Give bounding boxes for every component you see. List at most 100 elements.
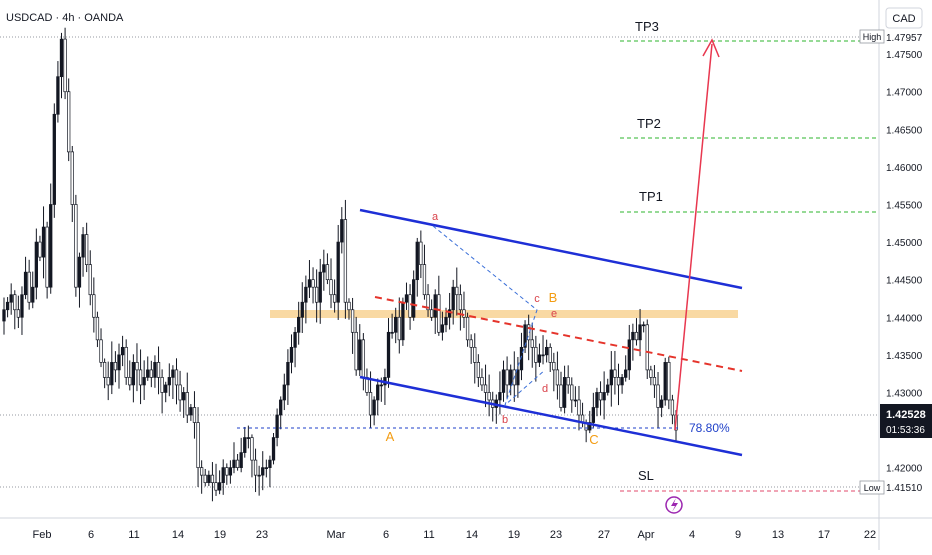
candle[interactable]: [92, 294, 96, 318]
candle[interactable]: [419, 241, 423, 265]
candle[interactable]: [182, 392, 186, 401]
candle[interactable]: [548, 346, 552, 363]
candle[interactable]: [376, 384, 380, 401]
candle[interactable]: [343, 219, 348, 303]
candle[interactable]: [523, 324, 527, 348]
candle[interactable]: [469, 339, 473, 348]
candle[interactable]: [117, 354, 121, 371]
candle[interactable]: [56, 76, 60, 115]
candle[interactable]: [329, 279, 333, 296]
candle[interactable]: [95, 316, 100, 341]
candle[interactable]: [652, 377, 657, 386]
candle[interactable]: [34, 241, 38, 288]
candle[interactable]: [447, 309, 452, 318]
candle[interactable]: [5, 301, 10, 311]
candle[interactable]: [577, 399, 581, 416]
candle[interactable]: [386, 331, 391, 378]
candle[interactable]: [268, 459, 272, 468]
candle[interactable]: [340, 219, 344, 243]
candle[interactable]: [45, 226, 49, 288]
candle[interactable]: [480, 377, 484, 386]
candle[interactable]: [656, 384, 660, 408]
candle[interactable]: [394, 316, 398, 333]
candle[interactable]: [616, 377, 621, 386]
candle[interactable]: [88, 264, 92, 296]
candle[interactable]: [174, 369, 179, 386]
candle[interactable]: [649, 369, 653, 378]
candle[interactable]: [203, 474, 207, 484]
candle[interactable]: [659, 399, 664, 408]
candle[interactable]: [41, 226, 46, 258]
candle[interactable]: [458, 294, 463, 311]
candle[interactable]: [239, 452, 243, 468]
candle[interactable]: [199, 467, 204, 476]
candle[interactable]: [16, 309, 21, 318]
candle[interactable]: [566, 377, 570, 386]
candle[interactable]: [361, 339, 366, 378]
candle[interactable]: [27, 271, 31, 303]
candle[interactable]: [440, 324, 445, 333]
candle[interactable]: [189, 407, 193, 416]
candle[interactable]: [559, 384, 563, 408]
candle[interactable]: [81, 234, 85, 258]
candle[interactable]: [232, 459, 236, 468]
candle[interactable]: [555, 369, 560, 386]
candle[interactable]: [23, 271, 28, 296]
candle[interactable]: [311, 279, 315, 288]
candle[interactable]: [606, 384, 610, 393]
candle[interactable]: [286, 362, 290, 386]
candle[interactable]: [307, 279, 312, 288]
candle[interactable]: [59, 38, 64, 78]
candle[interactable]: [164, 384, 168, 393]
candle[interactable]: [271, 437, 276, 461]
candle[interactable]: [207, 474, 211, 484]
channel-lower-line[interactable]: [359, 375, 743, 457]
candle[interactable]: [437, 294, 441, 333]
candle[interactable]: [505, 369, 509, 386]
candle[interactable]: [124, 346, 128, 378]
candle[interactable]: [228, 467, 233, 476]
candle[interactable]: [149, 369, 153, 378]
candle[interactable]: [670, 399, 675, 416]
candle[interactable]: [243, 437, 247, 453]
candle[interactable]: [372, 399, 376, 416]
candle[interactable]: [613, 369, 617, 378]
candle[interactable]: [264, 467, 268, 469]
candle[interactable]: [354, 331, 358, 371]
candle[interactable]: [160, 377, 164, 393]
candle[interactable]: [620, 377, 624, 386]
candle[interactable]: [131, 362, 136, 386]
candle[interactable]: [185, 392, 189, 416]
candle[interactable]: [588, 422, 592, 431]
resistance-zone[interactable]: [270, 310, 738, 318]
candle[interactable]: [609, 369, 613, 386]
candle[interactable]: [595, 392, 599, 408]
candle[interactable]: [253, 459, 258, 476]
candle[interactable]: [552, 362, 556, 371]
candle[interactable]: [455, 286, 459, 296]
candle[interactable]: [562, 377, 567, 408]
candle[interactable]: [135, 362, 139, 371]
candle[interactable]: [196, 422, 200, 468]
candle[interactable]: [350, 309, 355, 333]
candle[interactable]: [85, 234, 89, 265]
candle[interactable]: [325, 264, 330, 281]
candle[interactable]: [390, 331, 394, 334]
candle[interactable]: [408, 294, 412, 318]
candle[interactable]: [289, 346, 294, 363]
candle[interactable]: [138, 369, 143, 386]
candle[interactable]: [300, 301, 304, 318]
candle[interactable]: [171, 369, 175, 378]
candle[interactable]: [634, 331, 639, 341]
candle[interactable]: [404, 294, 409, 303]
candle[interactable]: [631, 331, 635, 341]
candle[interactable]: [70, 151, 74, 205]
candle[interactable]: [530, 339, 534, 348]
candle[interactable]: [534, 346, 538, 363]
candle[interactable]: [279, 399, 283, 416]
candle[interactable]: [120, 346, 125, 356]
candle[interactable]: [368, 392, 373, 416]
candle[interactable]: [304, 286, 308, 303]
candle[interactable]: [602, 392, 606, 401]
